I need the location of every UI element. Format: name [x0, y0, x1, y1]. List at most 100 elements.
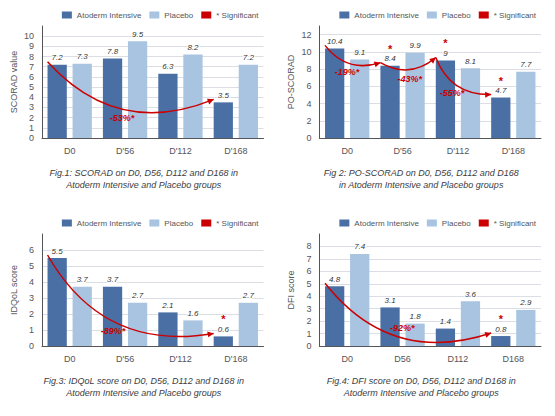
svg-text:1.6: 1.6 [187, 309, 199, 318]
svg-text:Fig.1: SCORAD on D0, D56, D112: Fig.1: SCORAD on D0, D56, D112 and D168 … [50, 168, 238, 178]
svg-text:2.9: 2.9 [519, 298, 532, 307]
svg-text:0: 0 [306, 341, 311, 351]
svg-text:* Significant: * Significant [494, 219, 537, 228]
svg-text:-55%*: -55%* [440, 88, 465, 98]
svg-text:8.1: 8.1 [465, 57, 476, 66]
svg-text:D'168: D'168 [502, 146, 525, 156]
svg-text:-92%*: -92%* [390, 323, 415, 333]
svg-text:2.7: 2.7 [242, 291, 255, 300]
svg-text:Placebo: Placebo [164, 219, 193, 228]
svg-text:7: 7 [29, 62, 34, 72]
svg-text:D'168: D'168 [224, 354, 247, 364]
svg-text:1.8: 1.8 [410, 312, 422, 321]
svg-text:D'112: D'112 [169, 354, 192, 364]
svg-text:D168: D168 [503, 354, 525, 364]
svg-text:0: 0 [306, 133, 311, 143]
svg-text:7: 7 [306, 254, 311, 264]
svg-text:1: 1 [306, 329, 311, 339]
svg-text:6: 6 [306, 266, 311, 276]
svg-text:3: 3 [306, 304, 311, 314]
svg-text:D56: D56 [394, 354, 411, 364]
svg-text:6: 6 [29, 72, 34, 82]
svg-text:6: 6 [306, 81, 311, 91]
svg-text:D0: D0 [64, 146, 76, 156]
svg-text:4: 4 [29, 92, 34, 102]
svg-text:-53%*: -53%* [110, 113, 135, 123]
svg-text:Atoderm Intensive and Placebo: Atoderm Intensive and Placebo groups [65, 180, 222, 190]
svg-text:7.7: 7.7 [520, 60, 532, 69]
svg-text:7.3: 7.3 [77, 52, 89, 61]
svg-text:7.8: 7.8 [107, 47, 119, 56]
svg-text:2.1: 2.1 [161, 301, 173, 310]
svg-text:D'112: D'112 [447, 146, 470, 156]
svg-text:5: 5 [29, 82, 34, 92]
svg-text:*: * [499, 75, 504, 87]
svg-text:D112: D112 [448, 354, 469, 364]
svg-text:4: 4 [29, 277, 34, 287]
svg-text:*: * [221, 313, 226, 325]
svg-text:D'56: D'56 [116, 354, 134, 364]
svg-text:DFI score: DFI score [286, 270, 296, 309]
svg-text:12: 12 [301, 30, 311, 40]
svg-text:*: * [499, 313, 504, 325]
svg-text:9: 9 [29, 41, 34, 51]
svg-text:7.2: 7.2 [52, 53, 64, 62]
svg-text:0.6: 0.6 [218, 325, 230, 334]
svg-text:-89%*: -89%* [101, 326, 126, 336]
svg-text:D'168: D'168 [224, 146, 247, 156]
svg-text:3.5: 3.5 [218, 91, 230, 100]
svg-text:Placebo: Placebo [442, 219, 471, 228]
svg-text:Atoderm Intensive: Atoderm Intensive [77, 219, 142, 228]
svg-text:in Atoderm Intensive and Place: in Atoderm Intensive and Placebo groups [339, 180, 504, 190]
svg-text:-19%*: -19%* [335, 67, 360, 77]
svg-text:Atoderm Intensive and Placebo: Atoderm Intensive and Placebo groups [65, 388, 222, 398]
svg-text:D0: D0 [341, 146, 353, 156]
svg-text:Fig 2: PO-SCORAD on D0, D56, D: Fig 2: PO-SCORAD on D0, D56, D112 and D1… [324, 168, 519, 178]
svg-text:Atoderm Intensive: Atoderm Intensive [354, 11, 419, 20]
svg-text:Fig.3: IDQoL score on D0, D56,: Fig.3: IDQoL score on D0, D56, D112 and … [44, 376, 244, 386]
svg-text:Atoderm Intensive: Atoderm Intensive [77, 11, 142, 20]
svg-text:2: 2 [29, 309, 34, 319]
svg-text:2: 2 [306, 316, 311, 326]
svg-text:3.6: 3.6 [465, 290, 477, 299]
svg-text:7.4: 7.4 [354, 242, 366, 251]
svg-text:Fig.4: DFI score on D0, D56, D: Fig.4: DFI score on D0, D56, D112 and D1… [327, 376, 516, 386]
svg-text:3: 3 [29, 102, 34, 112]
svg-text:7.2: 7.2 [243, 53, 255, 62]
svg-text:8.4: 8.4 [384, 54, 396, 63]
svg-text:5: 5 [306, 279, 311, 289]
svg-text:0: 0 [29, 341, 34, 351]
svg-text:D'112: D'112 [169, 146, 192, 156]
svg-text:IDQoL score: IDQoL score [9, 265, 19, 315]
svg-text:Atoderm Intensive and Placebo: Atoderm Intensive and Placebo groups [343, 388, 500, 398]
svg-text:PO-SCORAD: PO-SCORAD [286, 54, 296, 109]
svg-text:Placebo: Placebo [442, 11, 471, 20]
svg-text:8: 8 [29, 52, 34, 62]
svg-text:0.8: 0.8 [495, 325, 507, 334]
svg-text:10.4: 10.4 [327, 37, 343, 46]
svg-text:9.9: 9.9 [410, 41, 422, 50]
svg-text:D'56: D'56 [393, 146, 411, 156]
svg-text:-43%*: -43%* [398, 74, 423, 84]
svg-text:0: 0 [29, 133, 34, 143]
svg-text:8: 8 [306, 241, 311, 251]
svg-text:* Significant: * Significant [494, 11, 537, 20]
svg-text:Atoderm Intensive: Atoderm Intensive [354, 219, 419, 228]
svg-text:1: 1 [29, 325, 34, 335]
svg-text:1: 1 [29, 123, 34, 133]
svg-text:4.8: 4.8 [329, 275, 341, 284]
svg-text:2: 2 [306, 116, 311, 126]
svg-text:8.2: 8.2 [187, 43, 199, 52]
svg-text:6.3: 6.3 [162, 62, 174, 71]
svg-text:8: 8 [306, 64, 311, 74]
svg-text:3.1: 3.1 [384, 296, 395, 305]
svg-text:Placebo: Placebo [164, 11, 193, 20]
svg-text:6: 6 [29, 245, 34, 255]
svg-text:2: 2 [29, 113, 34, 123]
svg-text:3.7: 3.7 [107, 275, 119, 284]
svg-text:D0: D0 [64, 354, 76, 364]
svg-text:3: 3 [29, 293, 34, 303]
svg-text:5.5: 5.5 [52, 247, 64, 256]
svg-text:10: 10 [24, 31, 34, 41]
svg-text:*: * [443, 37, 448, 49]
